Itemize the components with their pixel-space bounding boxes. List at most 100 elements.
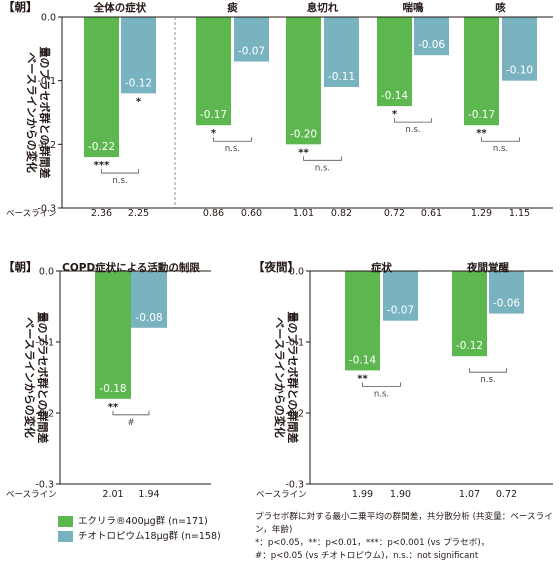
baseline-value: 1.01: [293, 208, 314, 219]
y-tick-label: -0.2: [35, 409, 54, 420]
bar-tiotropium: [234, 17, 269, 62]
baseline-value: 2.01: [102, 489, 123, 500]
bar-value-label: -0.14: [381, 90, 408, 102]
y-axis-title: ベースラインからの変化: [273, 317, 287, 437]
comparison-label: n.s.: [405, 125, 420, 135]
legend-swatch-aclidinium: [58, 516, 73, 527]
baseline-value: 0.82: [331, 208, 352, 219]
comparison-bracket: [481, 137, 520, 142]
baseline-value: 1.90: [390, 489, 411, 500]
comparison-bracket: [394, 118, 432, 123]
significance-marker: *: [211, 128, 217, 139]
bar-tiotropium: [324, 17, 359, 88]
comparison-label: n.s.: [112, 176, 127, 186]
significance-marker: **: [108, 402, 119, 413]
bar-value-label: -0.12: [125, 77, 152, 89]
baseline-value: 0.72: [384, 208, 405, 219]
category-label: COPD症状による活動の制限: [62, 261, 200, 274]
significance-marker: *: [136, 96, 142, 107]
panel-title: 【夜間】: [253, 260, 299, 274]
bar-tiotropium: [502, 17, 537, 81]
y-tick-label: -0.1: [35, 338, 54, 349]
y-axis-title: ベースラインからの変化: [23, 317, 37, 437]
y-tick-label: -0.3: [35, 480, 54, 491]
legend-swatch-tiotropium: [58, 531, 73, 542]
bar-tiotropium: [383, 271, 418, 321]
category-label: 痰: [227, 1, 238, 14]
statistics-footnote: プラセボ群に対する最小二乗平均の群間差，共分散分析 (共変量：ベースライン，年齢…: [255, 511, 560, 563]
bar-tiotropium: [131, 271, 167, 328]
baseline-value: 1.29: [471, 208, 492, 219]
y-axis-title: 量のプラセボ群との群間差: [36, 312, 50, 444]
baseline-value: 1.07: [459, 489, 480, 500]
baseline-value: 0.61: [421, 208, 442, 219]
baseline-value: 2.25: [128, 208, 149, 219]
footnote-line-1: プラセボ群に対する最小二乗平均の群間差，共分散分析 (共変量：ベースライン，年齢…: [255, 512, 553, 535]
bar-value-label: -0.06: [493, 298, 520, 310]
category-label: 夜間覚醒: [466, 261, 509, 274]
comparison-label: n.s.: [374, 389, 389, 399]
comparison-bracket: [101, 169, 139, 174]
bar-aclidinium: [286, 17, 321, 145]
bar-value-label: -0.17: [200, 109, 227, 121]
comparison-bracket: [112, 410, 150, 416]
bar-aclidinium: [196, 17, 231, 126]
legend-item-tiotropium: チオトロピウム18μg群 (n=158): [58, 529, 221, 544]
bar-aclidinium: [84, 17, 119, 158]
category-label: 全体の症状: [93, 1, 147, 14]
baseline-row-label: ベースライン: [6, 209, 57, 219]
comparison-bracket: [362, 382, 401, 387]
panel-title: 【朝】: [3, 260, 38, 274]
baseline-value: 1.94: [138, 489, 159, 500]
bar-aclidinium: [452, 271, 487, 357]
y-tick-label: -0.3: [37, 204, 56, 215]
panel-title: 【朝】: [3, 0, 38, 14]
y-tick-label: 0.0: [39, 267, 54, 278]
bar-aclidinium: [464, 17, 499, 126]
significance-marker: **: [298, 147, 309, 158]
baseline-row-label: ベースライン: [6, 490, 57, 500]
baseline-value: 0.72: [496, 489, 517, 500]
bar-value-label: -0.14: [349, 354, 376, 366]
chart-legend: エクリラ®400μg群 (n=171) チオトロピウム18μg群 (n=158): [58, 514, 221, 544]
significance-marker: *: [392, 109, 398, 120]
legend-label-aclidinium: エクリラ®400μg群 (n=171): [78, 515, 208, 527]
comparison-bracket: [469, 368, 507, 373]
baseline-value: 2.36: [91, 208, 112, 219]
baseline-row-label: ベースライン: [256, 490, 307, 500]
comparison-bracket: [303, 156, 342, 161]
bar-value-label: -0.17: [468, 109, 495, 121]
comparison-label: n.s.: [480, 375, 495, 385]
comparison-label: #: [127, 418, 134, 428]
category-label: 喘鳴: [403, 1, 424, 14]
y-axis-title: 量のプラセボ群との群間差: [286, 312, 300, 444]
bar-tiotropium: [489, 271, 524, 314]
chart-canvas: 【朝】0.0-0.1-0.2-0.3-0.22-0.12****n.s.全体の症…: [3, 0, 553, 500]
baseline-value: 0.60: [241, 208, 262, 219]
bar-aclidinium: [95, 271, 131, 399]
y-tick-label: -0.2: [37, 140, 56, 151]
category-label: 咳: [495, 1, 506, 14]
legend-item-aclidinium: エクリラ®400μg群 (n=171): [58, 514, 221, 529]
category-label: 息切れ: [307, 1, 339, 14]
bar-value-label: -0.11: [328, 71, 355, 83]
bar-value-label: -0.07: [238, 46, 265, 58]
baseline-value: 0.86: [203, 208, 224, 219]
comparison-label: n.s.: [493, 144, 508, 154]
baseline-value: 1.99: [352, 489, 373, 500]
bar-value-label: -0.10: [506, 65, 533, 77]
bar-tiotropium: [121, 17, 156, 94]
category-label: 症状: [371, 261, 392, 274]
bar-value-label: -0.20: [290, 128, 317, 140]
baseline-value: 1.15: [509, 208, 530, 219]
y-tick-label: -0.1: [37, 76, 56, 87]
footnote-line-2: *：p<0.05，**：p<0.01，***：p<0.001 (vs プラセボ)…: [255, 538, 490, 548]
bar-value-label: -0.22: [88, 141, 115, 153]
y-tick-label: -0.2: [285, 409, 304, 420]
y-tick-label: -0.3: [285, 480, 304, 491]
bar-value-label: -0.06: [418, 39, 445, 51]
footnote-line-3: #：p<0.05 (vs チオトロピウム)，n.s.：not significa…: [255, 551, 479, 561]
comparison-label: n.s.: [315, 163, 330, 173]
bar-value-label: -0.18: [99, 383, 126, 395]
bar-aclidinium: [377, 17, 412, 107]
